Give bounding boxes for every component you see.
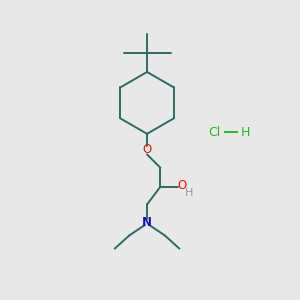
- Text: H: H: [241, 126, 250, 139]
- Text: N: N: [142, 216, 152, 229]
- Text: Cl: Cl: [209, 126, 221, 139]
- Text: H: H: [185, 188, 193, 198]
- Text: O: O: [142, 143, 152, 157]
- Text: O: O: [178, 179, 187, 192]
